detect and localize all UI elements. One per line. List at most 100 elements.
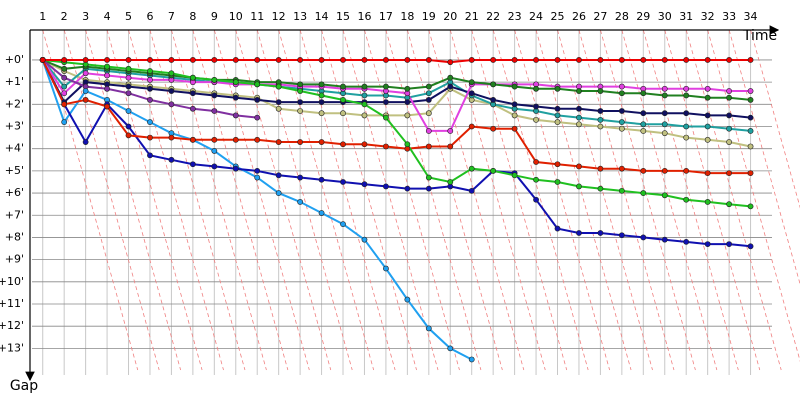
data-point	[361, 57, 368, 63]
data-point	[61, 74, 68, 81]
data-point	[275, 139, 282, 145]
data-point	[168, 70, 175, 77]
lap-line	[664, 29, 761, 371]
lap-line	[149, 29, 246, 371]
x-tick-label: 1	[39, 10, 46, 23]
series-line	[42, 59, 751, 101]
data-point	[168, 134, 175, 141]
data-point	[361, 141, 368, 148]
data-point	[447, 74, 454, 81]
data-point	[661, 110, 668, 117]
data-point	[554, 179, 561, 185]
data-point	[383, 265, 389, 272]
data-point	[726, 112, 733, 119]
data-point	[232, 136, 239, 143]
data-point	[232, 57, 239, 63]
data-point	[404, 85, 411, 92]
data-point	[275, 83, 282, 90]
data-point	[211, 108, 218, 114]
data-point	[704, 241, 711, 247]
data-point	[683, 196, 690, 203]
lap-line	[171, 29, 267, 371]
x-tick-label: 26	[572, 10, 586, 23]
data-point	[554, 105, 561, 112]
x-tick-label: 17	[379, 10, 393, 23]
data-point	[189, 161, 196, 168]
data-point	[640, 121, 647, 128]
y-tick-label: +12'	[0, 319, 24, 332]
data-point	[425, 185, 432, 192]
data-point	[61, 83, 68, 90]
data-point	[211, 163, 218, 170]
data-point	[554, 57, 561, 63]
x-tick-label: 6	[146, 10, 153, 23]
x-tick-label: 28	[615, 10, 629, 23]
data-point	[104, 85, 110, 92]
data-point	[425, 90, 432, 97]
data-point	[640, 110, 647, 117]
data-point	[189, 105, 196, 112]
data-point	[533, 159, 539, 165]
data-point	[683, 238, 690, 245]
data-point	[425, 57, 432, 63]
data-point	[618, 57, 625, 63]
data-point	[340, 110, 346, 117]
y-tick-label: +10'	[0, 275, 24, 288]
data-point	[297, 174, 304, 181]
lap-line	[192, 29, 289, 371]
data-point	[82, 88, 89, 94]
data-point	[576, 230, 582, 236]
data-point	[447, 128, 454, 134]
y-tick-label: +11'	[0, 297, 24, 310]
data-point	[425, 128, 432, 134]
data-point	[104, 57, 110, 63]
data-point	[661, 236, 668, 243]
data-point	[297, 199, 304, 205]
data-point	[297, 57, 304, 63]
data-point	[747, 128, 754, 134]
x-tick-label: 34	[744, 10, 758, 23]
data-point	[275, 57, 282, 63]
data-point	[704, 199, 711, 205]
x-tick-label: 24	[529, 10, 543, 23]
data-point	[125, 123, 132, 130]
series-line	[42, 59, 751, 208]
data-point	[554, 112, 561, 119]
data-point	[597, 116, 604, 123]
data-point	[661, 85, 668, 92]
data-point	[661, 121, 668, 128]
y-axis-title: Gap	[10, 378, 38, 394]
data-point	[61, 101, 68, 108]
data-point	[61, 57, 68, 63]
data-point	[189, 136, 196, 143]
data-point	[704, 170, 711, 177]
data-point	[297, 81, 304, 88]
data-point	[340, 57, 346, 63]
data-point	[254, 114, 261, 121]
data-point	[640, 90, 647, 97]
y-tick-label: +9'	[5, 253, 24, 266]
plot	[39, 57, 754, 363]
data-point	[447, 345, 454, 352]
data-point	[125, 74, 132, 81]
data-point	[125, 65, 132, 72]
data-point	[468, 90, 475, 97]
data-point	[533, 176, 539, 183]
data-point	[425, 110, 432, 117]
data-point	[254, 57, 261, 63]
y-tick-label: +4'	[5, 142, 24, 155]
data-point	[125, 90, 132, 97]
series-line	[41, 59, 751, 132]
y-tick-label: +1'	[5, 75, 24, 88]
series-line	[42, 59, 751, 64]
data-point	[383, 114, 389, 121]
data-point	[640, 190, 647, 196]
data-point	[747, 203, 754, 210]
data-point	[404, 296, 411, 303]
data-point	[511, 112, 518, 119]
y-tick-label: +5'	[5, 164, 24, 177]
data-point	[425, 143, 432, 150]
data-point	[383, 183, 389, 190]
x-tick-label: 19	[422, 10, 436, 23]
data-point	[125, 83, 132, 90]
